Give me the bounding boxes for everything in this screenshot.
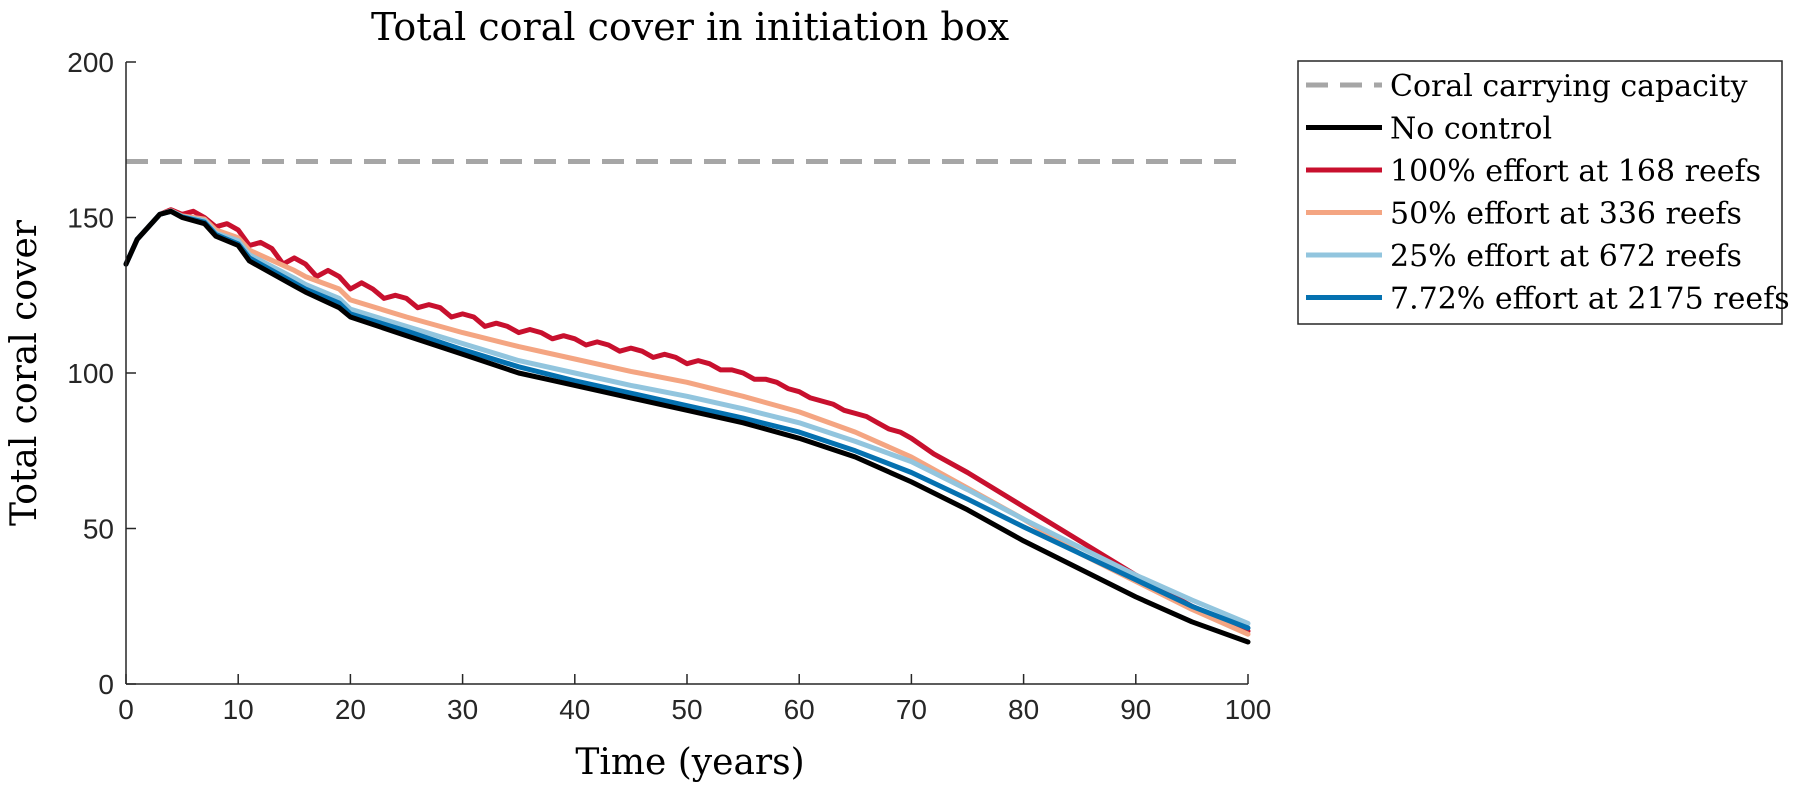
x-tick-label: 80: [1008, 694, 1039, 725]
y-axis-label: Total coral cover: [4, 219, 45, 526]
x-tick-label: 100: [1225, 694, 1272, 725]
x-tick-label: 20: [335, 694, 366, 725]
x-tick-label: 70: [896, 694, 927, 725]
x-tick-label: 0: [118, 694, 134, 725]
legend-label-4: 25% effort at 672 reefs: [1390, 239, 1742, 274]
y-tick-label: 200: [67, 47, 114, 78]
series-line-0: [123, 208, 1251, 645]
axes-layer: 0 10 20 30 40 50 60 70 80 90 100 0 50 100 150 200: [67, 47, 1271, 725]
y-tick-label: 100: [67, 358, 114, 389]
legend-box: [1297, 60, 1783, 325]
x-tick-label: 40: [559, 694, 590, 725]
x-axis-label: Time (years): [575, 742, 804, 783]
plot-area: 0 10 20 30 40 50 60 70 80 90 100 0 50 100 150 200: [67, 47, 1271, 725]
x-tick-label: 60: [784, 694, 815, 725]
legend-label-1: No control: [1390, 112, 1552, 147]
chart-title: Total coral cover in initiation box: [371, 5, 1009, 49]
legend-label-2: 100% effort at 168 reefs: [1390, 154, 1761, 189]
y-tick-label: 50: [83, 514, 114, 545]
x-tick-label: 30: [447, 694, 478, 725]
legend-label-0: Coral carrying capacity: [1390, 69, 1748, 104]
legend-label-3: 50% effort at 336 reefs: [1390, 197, 1742, 232]
legend: Coral carrying capacity No control 100% ef…: [1297, 60, 1790, 325]
series-layer: [123, 207, 1251, 645]
legend-label-5: 7.72% effort at 2175 reefs: [1390, 282, 1790, 317]
x-tick-label: 90: [1120, 694, 1151, 725]
x-tick-label: 10: [223, 694, 254, 725]
y-tick-label: 0: [98, 669, 114, 700]
y-tick-label: 150: [67, 203, 114, 234]
series-line-4: [123, 208, 1251, 631]
series-line-1: [123, 207, 1251, 634]
x-tick-label: 50: [671, 694, 702, 725]
